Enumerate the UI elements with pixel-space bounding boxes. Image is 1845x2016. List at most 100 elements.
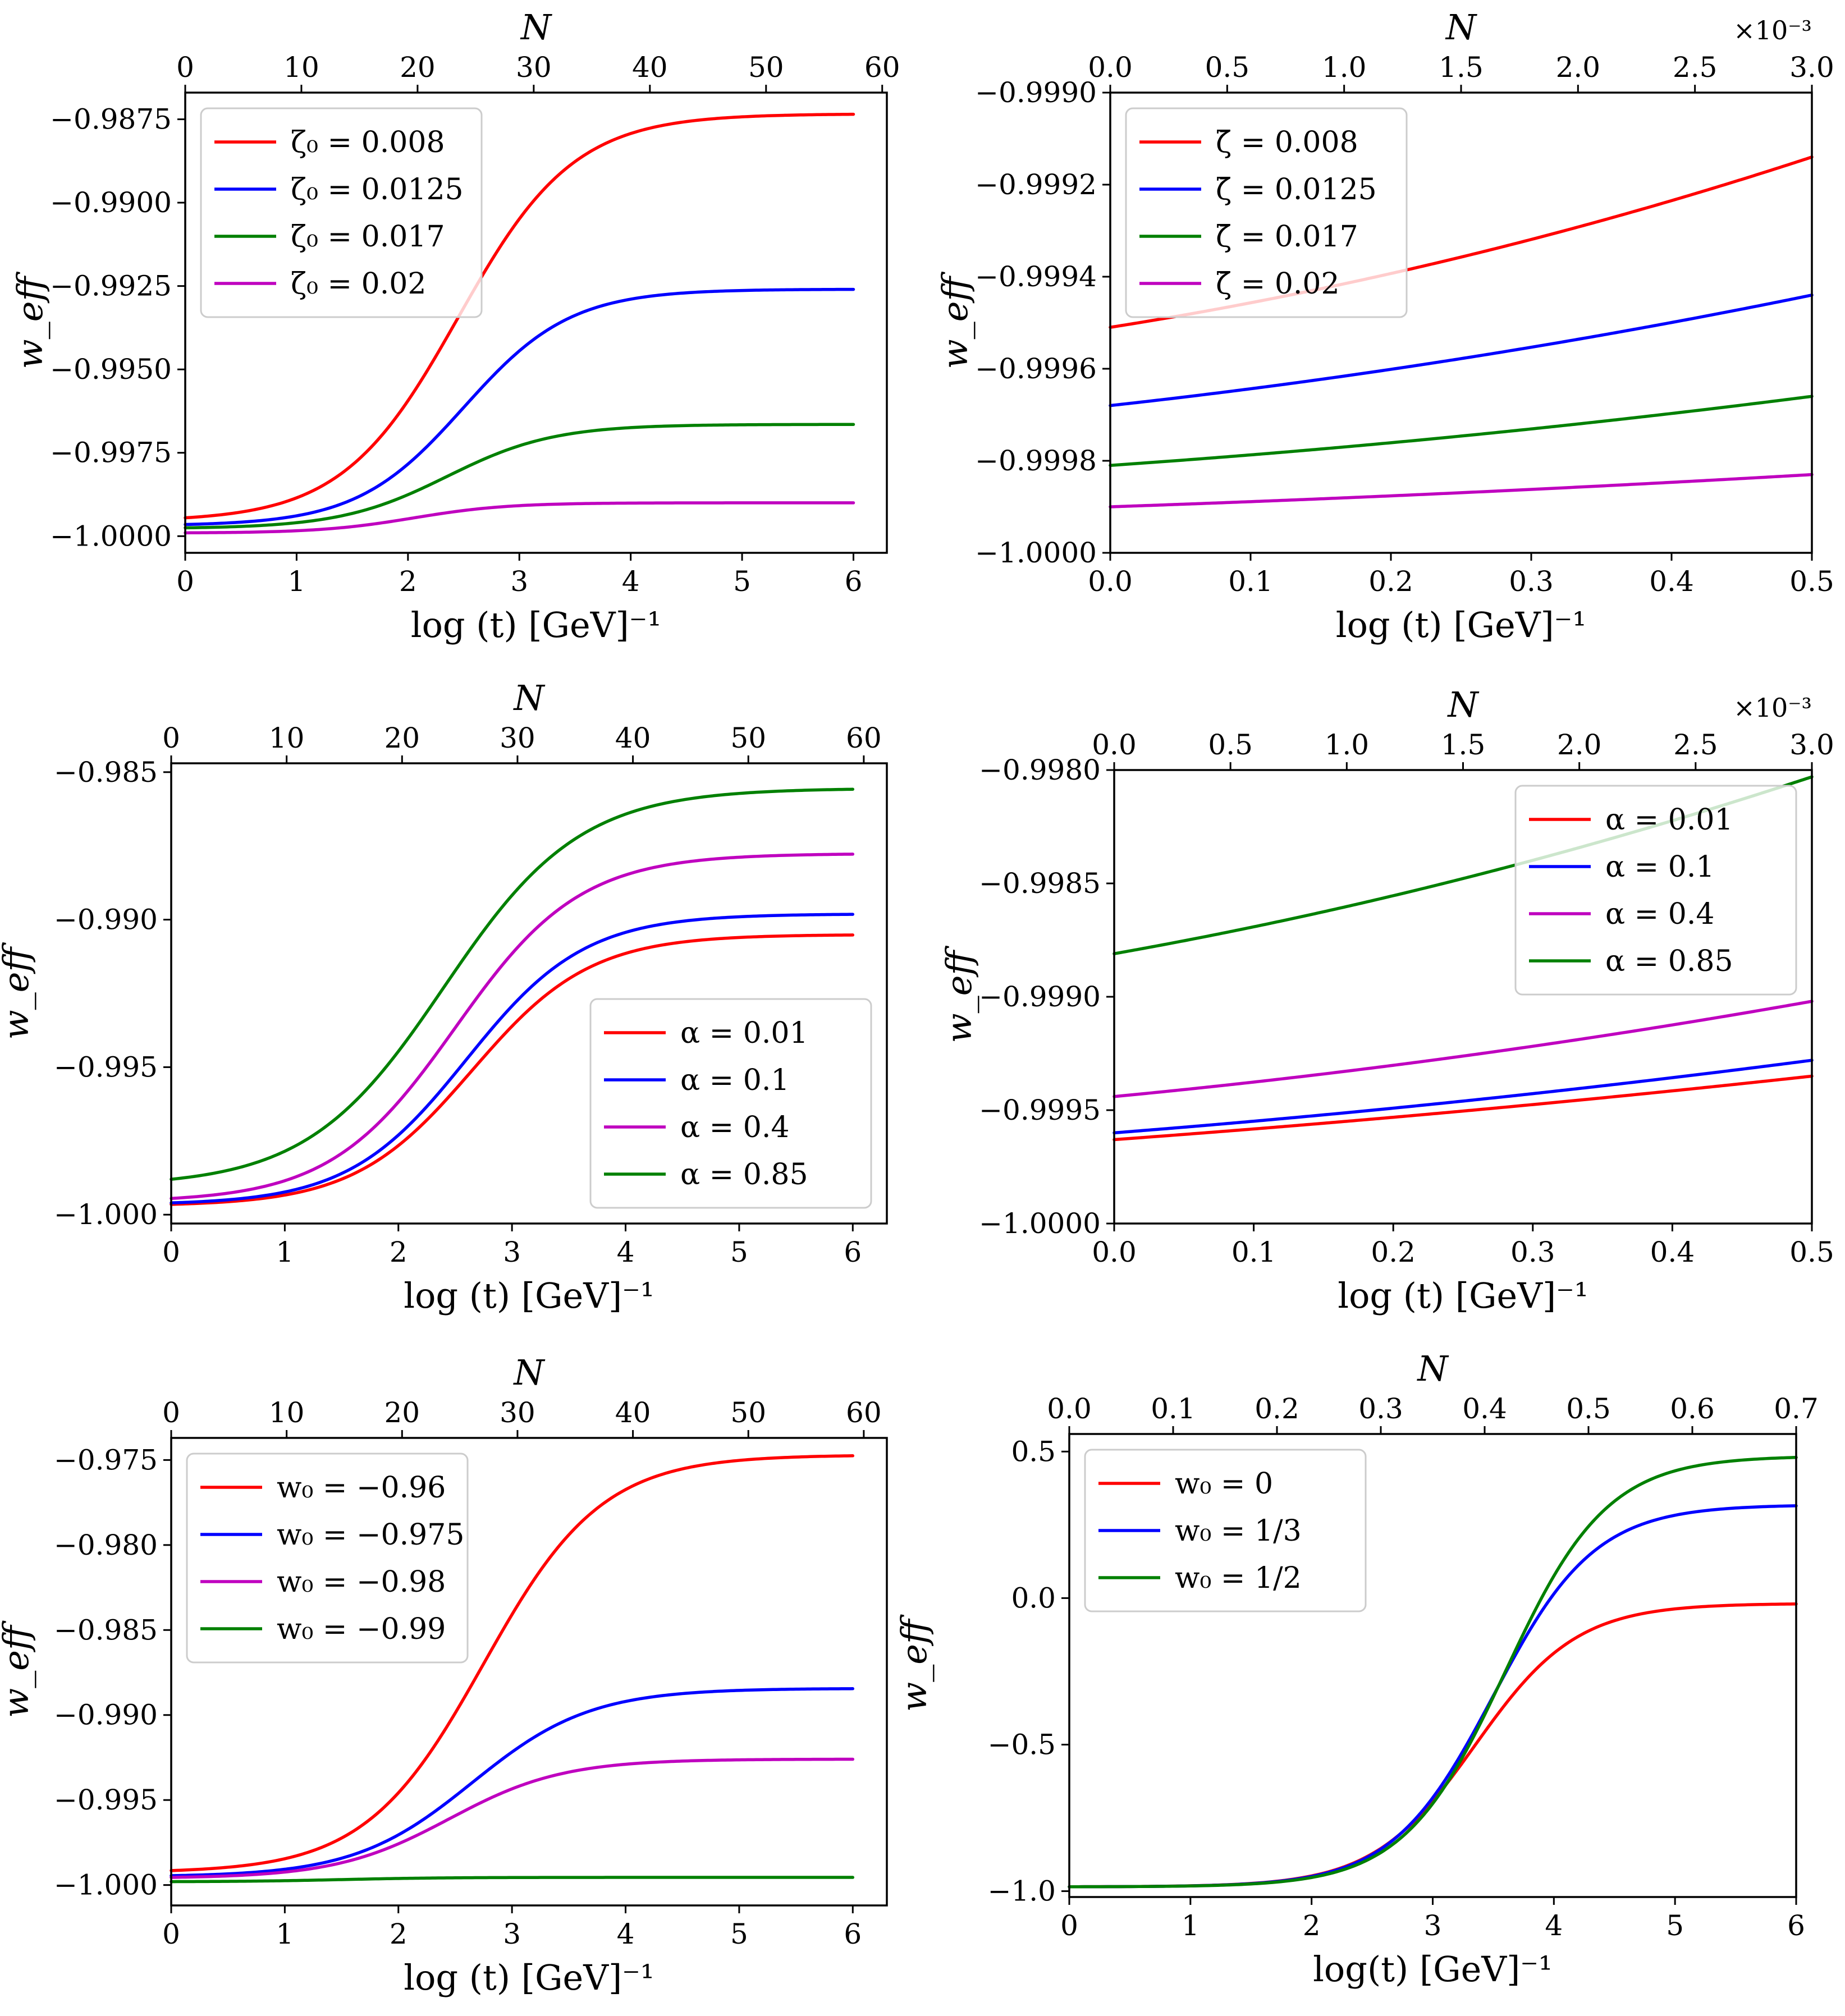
series-line-4 [170,1876,855,1884]
series-line-4 [1109,473,1814,508]
top-x-axis-label: N [512,1352,546,1393]
y-tick-label: −1.000 [54,1869,158,1902]
legend-entry: ζ̄ = 0.017 [1216,220,1358,254]
x-tick-label: 3 [503,1236,521,1268]
top-x-tick-label: 40 [615,1396,651,1429]
top-x-tick-label: 60 [846,1396,882,1429]
y-axis-label: w_eff [894,1614,935,1712]
y-tick-label: −0.9990 [979,980,1101,1013]
legend-entry: α = 0.85 [1605,945,1733,978]
series-line-3 [1109,395,1814,467]
y-tick-label: 0.0 [1011,1582,1056,1614]
series-line-4 [170,787,855,1181]
x-tick-label: 0.5 [1789,1236,1834,1268]
top-x-tick-label: 0.0 [1047,1392,1092,1425]
top-x-tick-label: 0 [176,51,194,84]
top-x-tick-label: 1.5 [1441,728,1486,761]
y-tick-label: −1.0000 [975,537,1097,569]
x-axis-label: log(t) [GeV]⁻¹ [1313,1949,1553,1990]
top-x-tick-label: 3.0 [1789,51,1834,84]
y-tick-label: −0.9998 [975,445,1097,477]
series-line-2 [1109,294,1814,407]
top-x-tick-label: 0.3 [1358,1392,1403,1425]
legend-box [1084,1449,1367,1612]
top-x-tick-label: 2.5 [1673,728,1718,761]
series-line-1 [170,933,855,1206]
y-tick-label: −0.985 [54,756,158,789]
x-tick-label: 0.0 [1088,565,1133,598]
x-tick-label: 0.3 [1509,565,1554,598]
legend-entry: α = 0.1 [1605,850,1714,884]
legend-entry: α = 0.4 [680,1111,789,1144]
top-x-tick-label: 0.5 [1205,51,1250,84]
x-tick-label: 3 [1424,1909,1442,1942]
top-x-tick-label: 0.5 [1566,1392,1611,1425]
y-tick-label: −0.9996 [975,352,1097,385]
x-tick-label: 0 [176,565,194,598]
legend: ζ̄ = 0.008 ζ̄ = 0.0125 ζ̄ = 0.017 ζ̄ = 0.02 [1125,107,1408,318]
legend-entry: α = 0.85 [680,1158,808,1192]
x-tick-label: 5 [730,1236,748,1268]
series-line-3 [1068,1456,1798,1889]
top-x-tick-label: 2.0 [1557,728,1602,761]
legend-entry: ζ₀ = 0.017 [291,220,445,254]
x-tick-label: 0.0 [1092,1236,1137,1268]
x-tick-label: 5 [1666,1909,1684,1942]
top-x-tick-label: 10 [283,51,319,84]
legend-box [1125,107,1408,318]
legend-entry: ζ₀ = 0.008 [291,126,445,159]
top-x-tick-label: 20 [400,51,436,84]
series-line-1 [184,112,855,520]
y-tick-label: −0.9975 [50,437,172,469]
top-x-tick-label: 30 [516,51,552,84]
x-tick-label: 0.4 [1649,565,1694,598]
x-tick-label: 2 [399,565,417,598]
x-tick-label: 4 [622,565,640,598]
subplot-1: 0 1 2 3 4 5 60 10 20 30 40 50 60−0.9875−0.9900−0.992… [10,7,900,645]
legend-entry: ζ̄ = 0.008 [1216,126,1358,159]
legend-entry: w₀ = −0.99 [277,1612,446,1646]
x-tick-label: 0.4 [1650,1236,1695,1268]
legend-entry: ζ̄ = 0.0125 [1216,173,1377,207]
series-line-4 [184,501,855,535]
x-tick-label: 2 [390,1236,408,1268]
top-x-tick-label: 50 [730,722,766,754]
x-tick-label: 1 [276,1918,294,1950]
x-tick-label: 0.3 [1510,1236,1555,1268]
legend-entry: ζ₀ = 0.02 [291,267,426,301]
x-tick-label: 4 [1545,1909,1563,1942]
subplot-4: 0.0 0.1 0.2 0.3 0.4 0.5 0.0 0.5 1.0 1.5 2.0 2.5 3.0 −… [938,684,1834,1316]
top-x-axis-label: N [512,677,546,718]
top-x-tick-label: 50 [730,1396,766,1429]
top-x-tick-label: 2.0 [1556,51,1601,84]
legend-entry: α = 0.01 [1605,803,1733,837]
top-x-axis-label: N [1416,1348,1449,1389]
top-x-axis-label: N [1446,684,1480,725]
top-x-tick-label: 0.7 [1774,1392,1819,1425]
y-tick-label: −0.995 [54,1051,158,1083]
y-tick-label: −1.0000 [979,1207,1101,1240]
y-tick-label: −0.9980 [979,754,1101,786]
top-x-tick-label: 0.0 [1092,728,1137,761]
legend-entry: w₀ = 1/2 [1175,1561,1302,1595]
x-tick-label: 5 [730,1918,748,1950]
y-tick-label: 0.5 [1011,1435,1056,1468]
top-x-tick-label: 1.5 [1439,51,1484,84]
x-tick-label: 1 [276,1236,294,1268]
top-x-tick-label: 0.6 [1670,1392,1715,1425]
legend-entry: w₀ = −0.98 [277,1565,446,1599]
axes-frame [170,762,888,1225]
series-line-1 [1068,1602,1798,1889]
x-tick-label: 0.2 [1368,565,1413,598]
top-x-tick-label: 40 [632,51,668,84]
x-tick-label: 5 [733,565,751,598]
top-x-tick-label: 50 [748,51,784,84]
y-axis-label: w_eff [0,942,36,1040]
y-tick-label: −0.9875 [50,103,172,136]
legend: ζ₀ = 0.008 ζ₀ = 0.0125 ζ₀ = 0.017 ζ₀ = 0.02 [200,107,483,318]
x-axis-label: log (t) [GeV]⁻¹ [411,604,662,645]
axes-frame [170,1437,888,1907]
y-tick-label: −0.9925 [50,270,172,303]
y-tick-label: −0.9995 [979,1094,1101,1126]
series-line-1 [170,1454,855,1872]
